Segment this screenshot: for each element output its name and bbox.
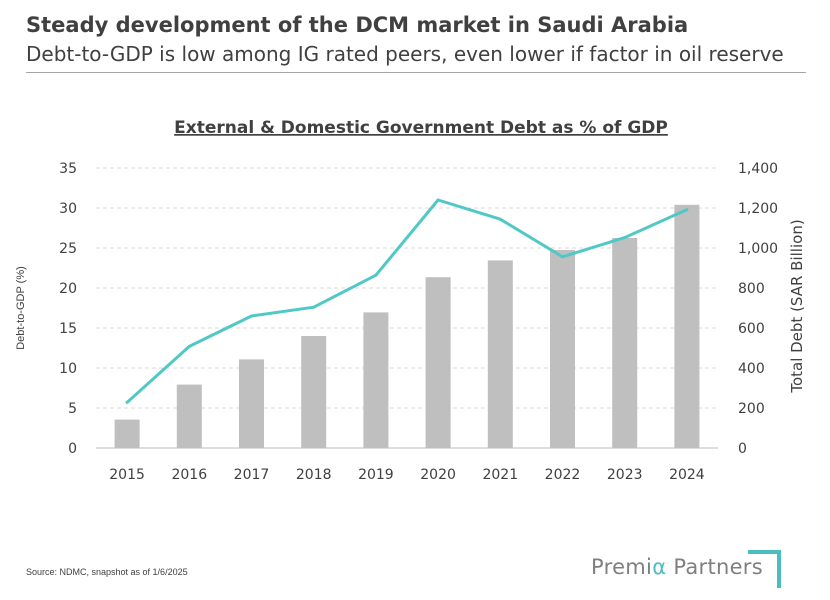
left-tick-label: 30 bbox=[59, 201, 77, 217]
right-tick-label: 200 bbox=[738, 401, 765, 417]
line-point-2022 bbox=[561, 255, 564, 259]
bar-2024 bbox=[674, 204, 700, 448]
source-note: Source: NDMC, snapshot as of 1/6/2025 bbox=[26, 567, 188, 577]
bar-2022 bbox=[550, 250, 575, 448]
line-point-2018 bbox=[312, 305, 316, 309]
bar-2016 bbox=[176, 384, 202, 448]
bar-2023 bbox=[612, 238, 638, 448]
line-point-2019 bbox=[374, 273, 378, 277]
x-tick-label: 2024 bbox=[669, 467, 705, 483]
bar-series bbox=[114, 204, 700, 448]
right-tick-label: 1,400 bbox=[738, 161, 778, 177]
x-axis-ticks: 2015 2016 2017 2018 2019 2020 2021 2022 2023 2024 bbox=[109, 467, 705, 483]
debt-to-gdp-line bbox=[126, 198, 688, 404]
bar-2021 bbox=[487, 260, 513, 448]
line-point-2016 bbox=[187, 344, 191, 348]
bar-2015 bbox=[114, 419, 140, 448]
x-tick-label: 2020 bbox=[420, 467, 456, 483]
bar-2020 bbox=[425, 277, 451, 448]
y-axis-label: Debt-to-GDP (%) bbox=[15, 266, 27, 350]
right-tick-label: 400 bbox=[738, 361, 765, 377]
x-tick-label: 2022 bbox=[545, 467, 581, 483]
x-tick-label: 2016 bbox=[171, 467, 207, 483]
x-tick-label: 2019 bbox=[358, 467, 394, 483]
page-subtitle: Debt-to-GDP is low among IG rated peers,… bbox=[26, 42, 784, 66]
left-tick-label: 5 bbox=[68, 401, 77, 417]
line-point-2024 bbox=[685, 208, 689, 212]
logo-text-suffix: Partners bbox=[666, 555, 763, 579]
line-point-2015 bbox=[125, 400, 129, 404]
bar-2019 bbox=[363, 312, 389, 448]
line-series bbox=[125, 198, 689, 404]
x-tick-label: 2021 bbox=[482, 467, 518, 483]
page-title: Steady development of the DCM market in … bbox=[26, 13, 689, 37]
logo-alpha: α bbox=[652, 555, 667, 579]
left-tick-label: 0 bbox=[68, 441, 77, 457]
logo-corner-bracket bbox=[748, 550, 781, 588]
x-tick-label: 2017 bbox=[234, 467, 270, 483]
left-axis-ticks: 0 5 10 15 20 25 30 35 bbox=[59, 161, 77, 457]
line-point-2023 bbox=[623, 236, 627, 240]
right-tick-label: 1,200 bbox=[738, 201, 778, 217]
right-tick-label: 600 bbox=[738, 321, 765, 337]
right-tick-label: 0 bbox=[738, 441, 747, 457]
bar-2017 bbox=[239, 359, 264, 448]
premia-partners-logo: Premiα Partners bbox=[591, 555, 763, 579]
line-point-2020 bbox=[436, 198, 440, 202]
x-tick-label: 2015 bbox=[109, 467, 145, 483]
y2-axis-label: Total Debt (SAR Billion) bbox=[788, 219, 806, 393]
line-point-2021 bbox=[498, 217, 502, 221]
left-tick-label: 35 bbox=[59, 161, 77, 177]
bar-2018 bbox=[301, 336, 327, 448]
logo-text-prefix: Premi bbox=[591, 555, 653, 579]
left-tick-label: 25 bbox=[59, 241, 77, 257]
left-tick-label: 15 bbox=[59, 321, 77, 337]
right-tick-label: 1,000 bbox=[738, 241, 778, 257]
right-axis-ticks: 0 200 400 600 800 1,000 1,200 1,400 bbox=[738, 161, 778, 457]
title-divider bbox=[26, 72, 806, 73]
left-tick-label: 20 bbox=[59, 281, 77, 297]
chart-title: External & Domestic Government Debt as %… bbox=[174, 118, 668, 138]
left-tick-label: 10 bbox=[59, 361, 77, 377]
right-tick-label: 800 bbox=[738, 281, 765, 297]
x-tick-label: 2023 bbox=[607, 467, 643, 483]
x-tick-label: 2018 bbox=[296, 467, 332, 483]
line-point-2017 bbox=[250, 314, 253, 318]
